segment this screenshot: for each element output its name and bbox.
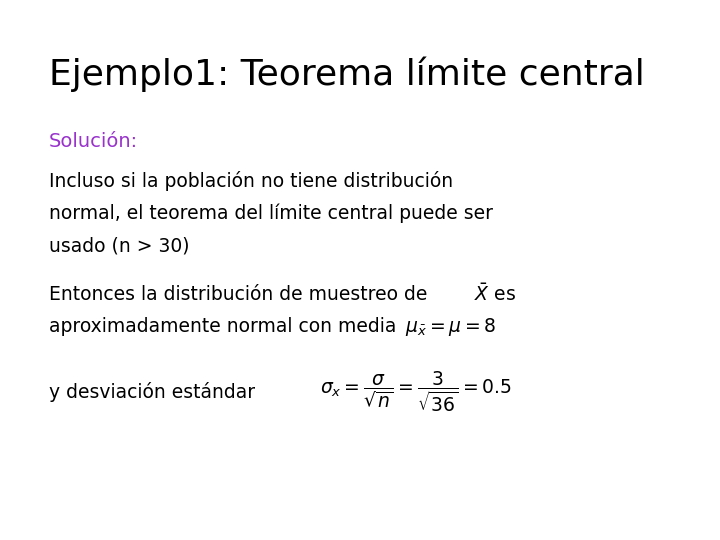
Text: $\sigma_{x} = \dfrac{\sigma}{\sqrt{n}} = \dfrac{3}{\sqrt{36}} = 0.5$: $\sigma_{x} = \dfrac{\sigma}{\sqrt{n}} =… — [320, 369, 513, 414]
Text: normal, el teorema del límite central puede ser: normal, el teorema del límite central pu… — [49, 204, 493, 223]
Text: usado (n > 30): usado (n > 30) — [49, 236, 189, 255]
Text: Incluso si la población no tiene distribución: Incluso si la población no tiene distrib… — [49, 171, 453, 191]
Text: $\bar{X}$ es: $\bar{X}$ es — [474, 284, 516, 305]
Text: Solución:: Solución: — [49, 132, 138, 151]
Text: Entonces la distribución de muestreo de: Entonces la distribución de muestreo de — [49, 285, 428, 304]
Text: Ejemplo1: Teorema límite central: Ejemplo1: Teorema límite central — [49, 57, 644, 92]
Text: $\mu_{\bar{x}} = \mu = 8$: $\mu_{\bar{x}} = \mu = 8$ — [405, 316, 497, 338]
Text: aproximadamente normal con media: aproximadamente normal con media — [49, 317, 396, 336]
Text: y desviación estándar: y desviación estándar — [49, 381, 255, 402]
